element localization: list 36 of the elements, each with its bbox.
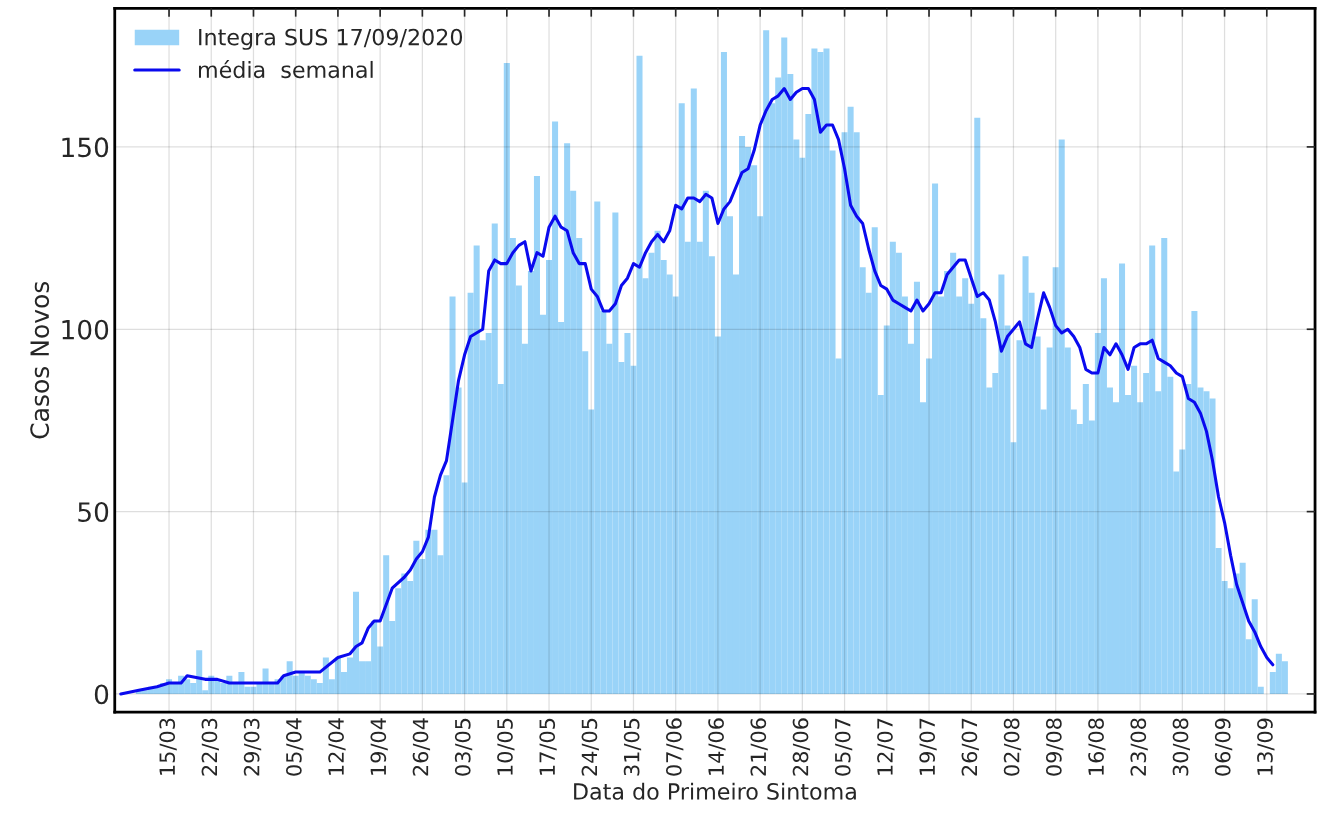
x-tick-label: 05/04: [285, 718, 304, 776]
x-tick-label: 19/04: [370, 718, 388, 775]
x-tick-label: 17/05: [539, 718, 557, 775]
y-tick-label: 0: [94, 684, 109, 705]
x-tick-label: 07/06: [665, 718, 684, 776]
y-tick-label: 100: [62, 319, 109, 340]
legend-label: Integra SUS 17/09/2020: [199, 28, 463, 50]
x-tick-label: 12/04: [328, 718, 346, 775]
y-tick-label: 150: [62, 137, 109, 158]
x-tick-label: 10/05: [497, 718, 515, 775]
x-tick-label: 16/08: [1088, 718, 1106, 775]
x-tick-label: 09/08: [1045, 718, 1064, 776]
x-tick-label: 13/09: [1257, 718, 1275, 775]
x-tick-label: 30/08: [1172, 718, 1191, 776]
x-tick-label: 26/07: [961, 718, 979, 776]
x-tick-label: 26/04: [412, 718, 431, 776]
x-tick-label: 05/07: [834, 718, 853, 776]
line-series: [119, 87, 1275, 696]
x-tick-label: 03/05: [454, 718, 473, 776]
x-tick-label: 15/03: [159, 718, 177, 775]
x-tick-label: 14/06: [708, 718, 726, 775]
x-tick-label: 02/08: [1003, 718, 1022, 776]
x-tick-label: 31/05: [623, 718, 642, 776]
x-axis-title: Data do Primeiro Sintoma: [574, 782, 856, 800]
x-tick-label: 21/06: [750, 718, 768, 776]
y-tick-label: 50: [78, 502, 109, 523]
x-tick-label: 12/07: [877, 718, 895, 775]
x-tick-label: 06/09: [1214, 718, 1233, 776]
x-tick-label: 19/07: [919, 718, 937, 775]
x-tick-label: 24/05: [581, 718, 599, 776]
y-axis-title: Casos Novos: [30, 281, 50, 439]
x-tick-label: 22/03: [201, 718, 219, 776]
x-tick-label: 28/06: [792, 718, 811, 776]
x-tick-label: 29/03: [243, 718, 262, 776]
legend-label: média semanal: [198, 60, 373, 79]
x-tick-label: 23/08: [1130, 718, 1148, 776]
